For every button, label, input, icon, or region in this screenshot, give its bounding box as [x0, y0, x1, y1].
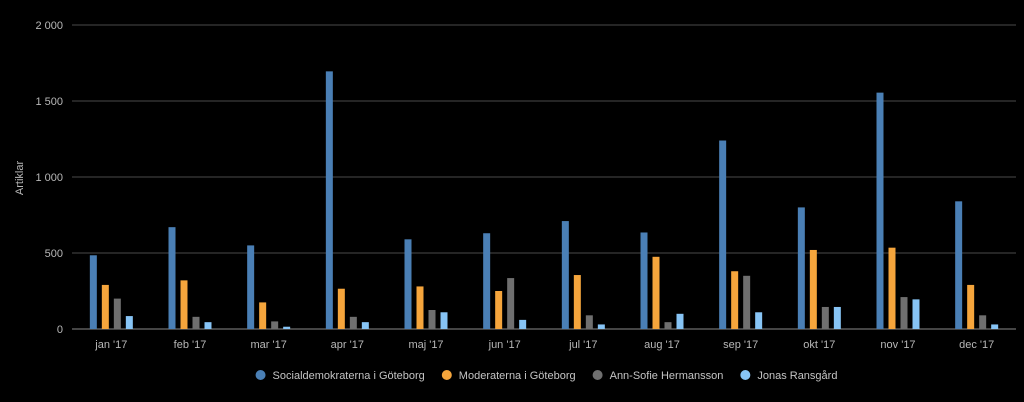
- bar: [719, 140, 727, 329]
- bar: [507, 278, 515, 329]
- bar: [271, 321, 279, 329]
- bar: [259, 302, 267, 329]
- bar: [204, 322, 212, 329]
- bar: [440, 312, 448, 329]
- x-tick-label: jul '17: [568, 339, 597, 351]
- y-tick-label: 1 000: [35, 172, 63, 184]
- bar: [967, 284, 975, 329]
- bar: [428, 310, 436, 329]
- y-tick-label: 2 000: [35, 20, 63, 32]
- x-tick-label: feb '17: [174, 339, 207, 351]
- bar: [664, 322, 672, 329]
- bar: [640, 232, 648, 329]
- bar: [809, 249, 817, 329]
- bar: [979, 315, 987, 329]
- bar: [821, 306, 829, 329]
- bar: [247, 245, 255, 329]
- bar: [113, 298, 121, 329]
- legend-label: Ann-Sofie Hermansson: [610, 370, 724, 382]
- bar: [652, 256, 660, 329]
- bar: [192, 316, 200, 329]
- x-tick-label: jun '17: [488, 339, 521, 351]
- y-tick-label: 500: [45, 248, 63, 260]
- legend: Socialdemokraterna i Göteborg Moderaterna…: [255, 370, 837, 382]
- bar: [955, 201, 963, 329]
- bar: [416, 286, 424, 329]
- x-tick-label: nov '17: [880, 339, 915, 351]
- x-axis-ticks: jan '17 feb '17 mar '17 apr '17 maj '17 jun '…: [94, 339, 994, 351]
- bar: [573, 275, 581, 329]
- bar: [495, 291, 503, 329]
- legend-label: Moderaterna i Göteborg: [459, 370, 576, 382]
- bar: [101, 284, 109, 329]
- legend-marker: [441, 370, 452, 380]
- x-tick-label: maj '17: [408, 339, 443, 351]
- legend-marker: [740, 370, 751, 380]
- grid-lines: [72, 24, 1016, 330]
- bar: [519, 319, 527, 329]
- legend-marker: [255, 370, 266, 380]
- legend-label: Jonas Ransgård: [757, 370, 837, 382]
- y-axis-title: Artiklar: [14, 161, 26, 196]
- y-tick-label: 0: [57, 324, 63, 336]
- bar: [283, 326, 291, 329]
- bar: [349, 316, 357, 329]
- bar: [888, 247, 896, 329]
- legend-item: Jonas Ransgård: [740, 370, 837, 382]
- bar: [89, 255, 97, 329]
- bar: [337, 288, 345, 329]
- legend-label: Socialdemokraterna i Göteborg: [273, 370, 425, 382]
- bar: [404, 239, 412, 329]
- x-tick-label: sep '17: [723, 339, 758, 351]
- bar: [731, 271, 739, 329]
- x-tick-label: apr '17: [331, 339, 364, 351]
- bar: [900, 297, 908, 329]
- bar: [676, 313, 684, 329]
- bar: [561, 221, 569, 329]
- legend-item: Ann-Sofie Hermansson: [592, 370, 724, 382]
- x-tick-label: aug '17: [644, 339, 680, 351]
- bar: [797, 207, 805, 329]
- bar: [912, 299, 920, 329]
- bar: [585, 315, 593, 329]
- bar: [483, 233, 491, 329]
- bar: [325, 71, 333, 330]
- bar: [876, 92, 884, 329]
- bar: [180, 280, 188, 329]
- bars: [89, 71, 999, 330]
- x-tick-label: mar '17: [250, 339, 286, 351]
- bar: [755, 312, 763, 329]
- x-tick-label: okt '17: [803, 339, 835, 351]
- legend-item: Moderaterna i Göteborg: [441, 370, 576, 382]
- x-tick-label: jan '17: [94, 339, 127, 351]
- y-axis-ticks: 0 500 1 000 1 500 2 000: [35, 20, 63, 336]
- x-tick-label: dec '17: [959, 339, 994, 351]
- bar: [833, 306, 841, 329]
- bar: [168, 227, 176, 329]
- legend-item: Socialdemokraterna i Göteborg: [255, 370, 425, 382]
- bar: [743, 275, 751, 329]
- bar: [991, 324, 999, 329]
- legend-marker: [592, 370, 603, 380]
- bar: [597, 324, 605, 329]
- bar: [125, 316, 133, 329]
- bar: [361, 322, 369, 329]
- y-tick-label: 1 500: [35, 96, 63, 108]
